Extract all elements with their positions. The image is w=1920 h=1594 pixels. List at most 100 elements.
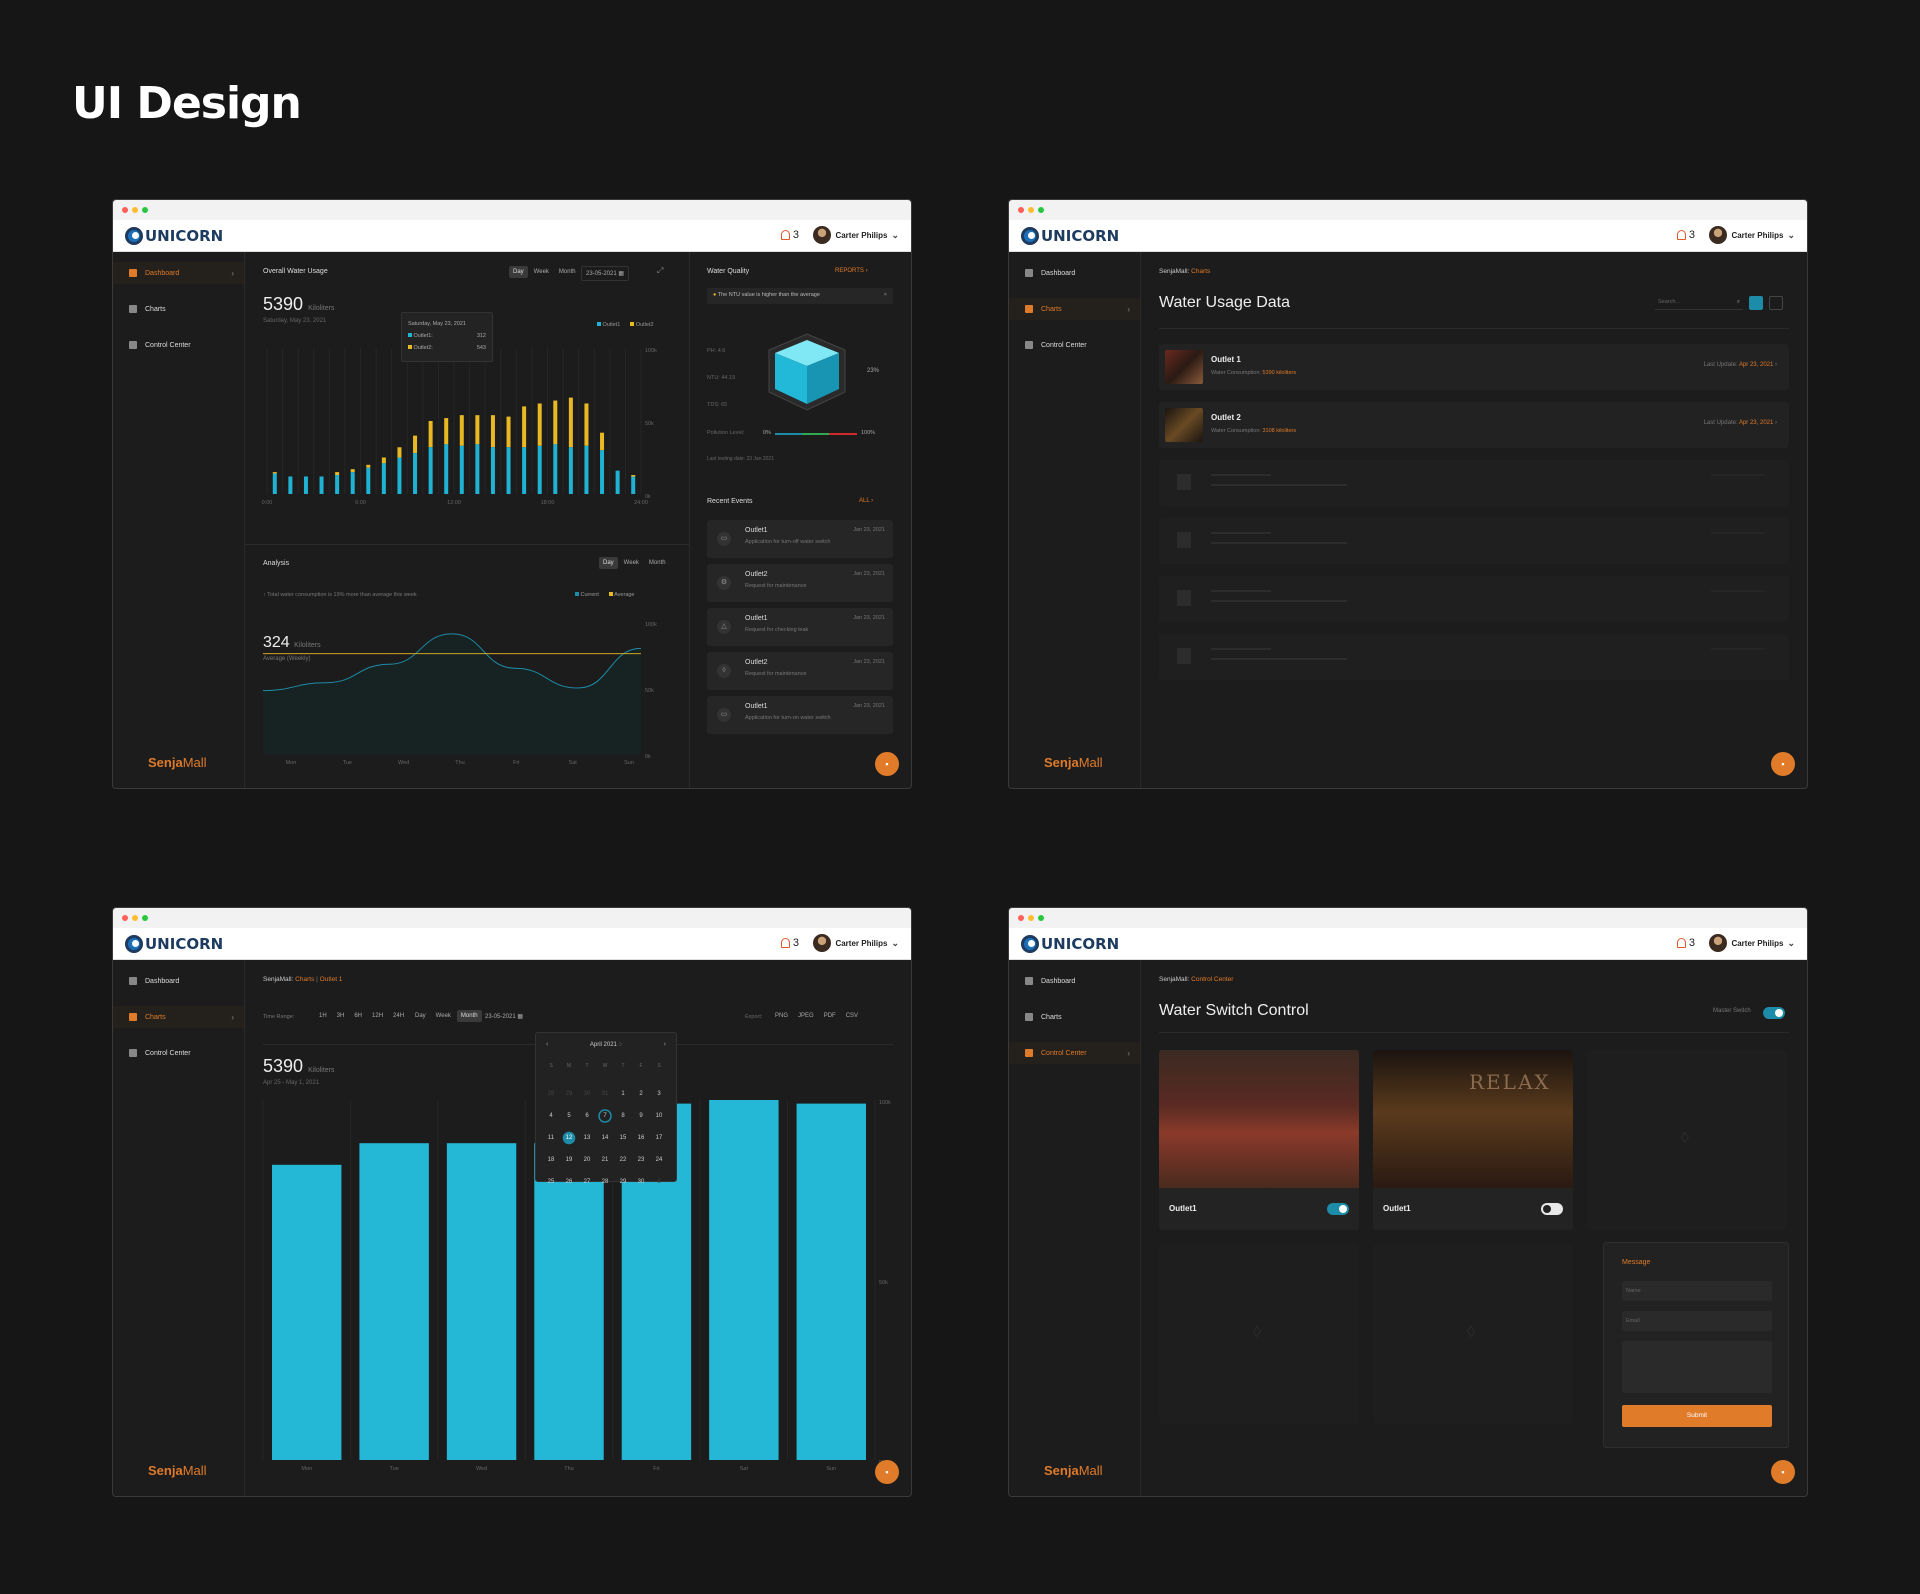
calendar-day[interactable]: 8 [621, 1113, 625, 1119]
outlet-row[interactable]: Outlet 1 Water Consumption: 5390 kilolit… [1159, 344, 1789, 390]
minimize-dot[interactable] [132, 207, 138, 213]
master-switch[interactable] [1763, 1006, 1785, 1024]
range-week[interactable]: Week [623, 560, 639, 566]
calendar-day[interactable]: 10 [655, 1113, 663, 1119]
notifications[interactable]: 3 [1676, 229, 1695, 241]
calendar-day[interactable]: 30 [583, 1091, 591, 1097]
date-picker[interactable]: 23-05-2021 ▦ [481, 1010, 527, 1023]
logo[interactable]: UNICORN [1021, 935, 1119, 953]
calendar-day[interactable]: 13 [583, 1135, 591, 1141]
calendar-day[interactable]: 2 [639, 1091, 643, 1097]
calendar-day[interactable]: 31 [601, 1091, 609, 1097]
sidebar-item-control-center[interactable]: Control Center [1009, 334, 1140, 356]
submit-button[interactable]: Submit [1622, 1405, 1772, 1427]
logo[interactable]: UNICORN [125, 935, 223, 953]
email-field[interactable]: Email [1622, 1311, 1772, 1331]
export-jpeg[interactable]: JPEG [798, 1013, 814, 1019]
calendar-day[interactable]: 12 [560, 1127, 578, 1149]
calendar-day[interactable]: 20 [583, 1157, 591, 1163]
calendar-day[interactable]: 21 [601, 1157, 609, 1163]
chat-button[interactable]: ▪ [1771, 752, 1795, 776]
sidebar-item-dashboard[interactable]: Dashboard [1009, 262, 1140, 284]
calendar-day[interactable]: 4 [549, 1113, 553, 1119]
export-png[interactable]: PNG [775, 1013, 789, 1019]
expand-icon[interactable]: ⤢ [657, 266, 664, 275]
event-item[interactable]: ⚙ Outlet2 Request for maintenance Jan 23, 2… [707, 564, 893, 602]
chat-button[interactable]: ▪ [875, 1460, 899, 1484]
breadcrumb-charts[interactable]: Charts [295, 976, 315, 983]
user-menu[interactable]: Carter Philips ⌄ [813, 934, 899, 952]
event-item[interactable]: ▭ Outlet1 Application for turn-off water s… [707, 520, 893, 558]
range-month[interactable]: Month [456, 1010, 482, 1022]
calendar-day[interactable]: 27 [583, 1179, 591, 1185]
calendar-day[interactable]: 28 [601, 1179, 609, 1185]
breadcrumb-root[interactable]: SenjaMall: [1159, 976, 1190, 983]
range-day[interactable]: Day [415, 1013, 426, 1019]
range-week[interactable]: Week [435, 1013, 451, 1019]
calendar-day[interactable]: 18 [547, 1157, 555, 1163]
sidebar-item-dashboard[interactable]: Dashboard › [113, 262, 244, 284]
calendar-day[interactable]: 9 [639, 1113, 643, 1119]
prev-month-icon[interactable]: ‹ [546, 1041, 549, 1048]
minimize-dot[interactable] [132, 915, 138, 921]
sidebar-item-charts[interactable]: Charts [113, 298, 244, 320]
event-item[interactable]: ◊ Outlet2 Request for maintenance Jan 23, 2… [707, 652, 893, 690]
calendar-day[interactable]: 16 [637, 1135, 645, 1141]
user-menu[interactable]: Carter Philips ⌄ [1709, 226, 1795, 244]
breadcrumb-root[interactable]: SenjaMall: [1159, 268, 1190, 275]
list-view-button[interactable] [1749, 296, 1763, 310]
calendar-day[interactable]: 15 [619, 1135, 627, 1141]
export-pdf[interactable]: PDF [823, 1013, 836, 1019]
range-day[interactable]: Day [599, 557, 618, 569]
calendar-day[interactable]: 23 [637, 1157, 645, 1163]
range-3h[interactable]: 3H [336, 1013, 345, 1019]
outlet-switch[interactable] [1327, 1202, 1349, 1220]
range-day[interactable]: Day [509, 266, 528, 278]
range-month[interactable]: Month [558, 269, 576, 275]
event-item[interactable]: ▭ Outlet1 Application for turn-on water sw… [707, 696, 893, 734]
range-1h[interactable]: 1H [319, 1013, 327, 1019]
name-field[interactable]: Name [1622, 1281, 1772, 1301]
close-dot[interactable] [122, 207, 128, 213]
all-events-link[interactable]: ALL › [859, 498, 874, 504]
calendar-day[interactable]: 1 [621, 1091, 625, 1097]
range-month[interactable]: Month [648, 560, 666, 566]
range-12h[interactable]: 12H [372, 1013, 384, 1019]
reports-link[interactable]: REPORTS › [835, 268, 868, 274]
sidebar-item-control-center[interactable]: Control Center [113, 1042, 244, 1064]
calendar-day[interactable]: 11 [547, 1135, 555, 1141]
calendar-day[interactable]: 3 [657, 1091, 661, 1097]
minimize-dot[interactable] [1028, 915, 1034, 921]
maximize-dot[interactable] [142, 915, 148, 921]
close-dot[interactable] [1018, 915, 1024, 921]
event-item[interactable]: △ Outlet1 Request for checking leak Jan 23,… [707, 608, 893, 646]
calendar-day[interactable]: 24 [655, 1157, 663, 1163]
calendar-day[interactable]: 30 [637, 1179, 645, 1185]
sidebar-item-control-center[interactable]: Control Center › [1009, 1042, 1140, 1064]
chat-button[interactable]: ▪ [1771, 1460, 1795, 1484]
calendar-day[interactable]: 7 [596, 1105, 614, 1127]
sidebar-item-charts[interactable]: Charts [1009, 1006, 1140, 1028]
chat-button[interactable]: ▪ [875, 752, 899, 776]
calendar-day[interactable]: 14 [601, 1135, 609, 1141]
close-icon[interactable]: × [883, 292, 887, 298]
user-menu[interactable]: Carter Philips ⌄ [1709, 934, 1795, 952]
calendar-day[interactable]: 17 [655, 1135, 663, 1141]
maximize-dot[interactable] [142, 207, 148, 213]
notifications[interactable]: 3 [780, 937, 799, 949]
search-input[interactable]: Search... ⌕ [1655, 296, 1743, 310]
outlet-switch[interactable] [1541, 1202, 1563, 1220]
next-month-icon[interactable]: › [663, 1041, 666, 1048]
calendar-day[interactable]: 25 [547, 1179, 555, 1185]
range-week[interactable]: Week [533, 269, 549, 275]
grid-view-button[interactable] [1769, 296, 1783, 310]
calendar-day[interactable]: 6 [585, 1113, 589, 1119]
maximize-dot[interactable] [1038, 915, 1044, 921]
calendar-day[interactable]: 22 [619, 1157, 627, 1163]
minimize-dot[interactable] [1028, 207, 1034, 213]
date-picker[interactable]: 23-05-2021 ▦ [581, 266, 630, 281]
calendar-month[interactable]: April 2021 ◌ [589, 1042, 623, 1048]
sidebar-item-control-center[interactable]: Control Center [113, 334, 244, 356]
sidebar-item-charts[interactable]: Charts › [113, 1006, 244, 1028]
calendar-day[interactable]: 29 [619, 1179, 627, 1185]
